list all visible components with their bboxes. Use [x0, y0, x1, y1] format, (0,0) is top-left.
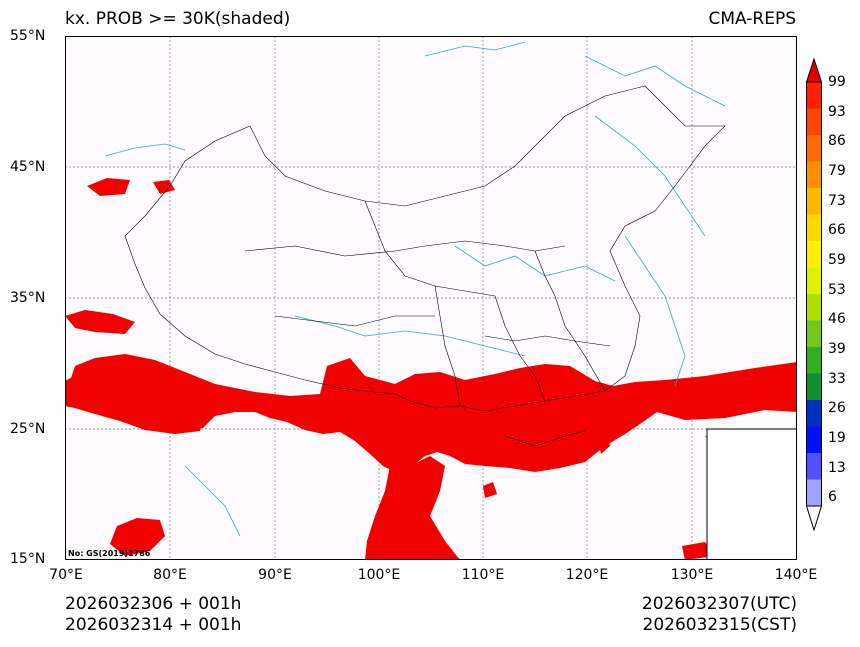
colorbar-label-39: 39: [828, 341, 846, 357]
shaded-region-indochina: [365, 456, 460, 560]
lon-tick-90: 90°E: [258, 567, 292, 583]
lon-tick-110: 110°E: [461, 567, 505, 583]
colorbar-block: [806, 161, 822, 189]
colorbar-label-13: 13: [828, 460, 846, 476]
colorbar-block: [806, 214, 822, 242]
shaded-patch-kazakhstan: [87, 178, 130, 196]
shaded-patch-hainan: [483, 482, 497, 498]
colorbar-label-73: 73: [828, 193, 846, 209]
colorbar-label-93: 93: [828, 104, 846, 120]
shaded-patch-taiwan: [597, 430, 610, 454]
colorbar-block: [806, 426, 822, 454]
lon-tick-100: 100°E: [357, 567, 401, 583]
lon-tick-80: 80°E: [153, 567, 187, 583]
colorbar-block: [806, 82, 822, 109]
colorbar-label-33: 33: [828, 371, 846, 387]
country-borders: [124, 85, 726, 447]
colorbar-block: [806, 320, 822, 348]
lat-tick-35: 35°N: [10, 290, 46, 306]
colorbar-block: [806, 241, 822, 268]
colorbar-frame: [806, 81, 822, 507]
colorbar: [805, 58, 823, 532]
colorbar-max-arrow: [805, 58, 823, 83]
init-time-cst: 2026032314 + 001h: [65, 615, 242, 635]
map-panel: No: GS(2019)1786: [65, 36, 797, 560]
colorbar-label-59: 59: [828, 252, 846, 268]
colorbar-label-53: 53: [828, 282, 846, 298]
colorbar-label-66: 66: [828, 222, 846, 238]
colorbar-block: [806, 373, 822, 401]
lat-tick-45: 45°N: [10, 159, 46, 175]
colorbar-label-79: 79: [828, 163, 846, 179]
colorbar-label-26: 26: [828, 400, 846, 416]
lon-tick-140: 140°E: [774, 567, 818, 583]
colorbar-labels: 99 93 86 79 73 66 59 53 46 39 33 26 19 1…: [826, 0, 860, 647]
probability-shading: [65, 178, 797, 560]
lon-tick-130: 130°E: [670, 567, 714, 583]
colorbar-blocks: [806, 82, 822, 507]
grid-lines: [65, 36, 797, 560]
lat-tick-55: 55°N: [10, 28, 46, 44]
colorbar-label-86: 86: [828, 133, 846, 149]
shaded-patch-north: [153, 180, 175, 194]
colorbar-min-arrow: [805, 505, 823, 532]
colorbar-block: [806, 453, 822, 480]
shaded-patch-southwest: [110, 518, 165, 556]
map-frame: [65, 36, 797, 560]
map-approval-stamp: No: GS(2019)1786: [68, 549, 151, 558]
south-china-sea-inset: [706, 428, 797, 560]
lon-tick-70: 70°E: [49, 567, 83, 583]
colorbar-label-19: 19: [828, 430, 846, 446]
colorbar-label-46: 46: [828, 311, 846, 327]
china-outline: [124, 85, 726, 412]
valid-time-utc: 2026032307(UTC): [641, 594, 797, 614]
colorbar-block: [806, 294, 822, 321]
colorbar-block: [806, 267, 822, 295]
lat-tick-25: 25°N: [10, 421, 46, 437]
valid-time-cst: 2026032315(CST): [642, 615, 797, 635]
colorbar-block: [806, 135, 822, 162]
colorbar-block: [806, 347, 822, 374]
lon-tick-120: 120°E: [565, 567, 609, 583]
lat-tick-15: 15°N: [10, 551, 46, 567]
colorbar-label-6: 6: [828, 489, 837, 505]
colorbar-label-99: 99: [828, 74, 846, 90]
colorbar-block: [806, 188, 822, 215]
model-name: CMA-REPS: [708, 9, 796, 29]
colorbar-block: [806, 108, 822, 136]
map-title: kx. PROB >= 30K(shaded): [65, 9, 291, 29]
shaded-region-main: [65, 354, 797, 472]
colorbar-block: [806, 400, 822, 427]
colorbar-block: [806, 479, 822, 507]
init-time-utc: 2026032306 + 001h: [65, 594, 242, 614]
shaded-patch-tarim: [65, 310, 135, 334]
shaded-region-west: [65, 368, 205, 434]
